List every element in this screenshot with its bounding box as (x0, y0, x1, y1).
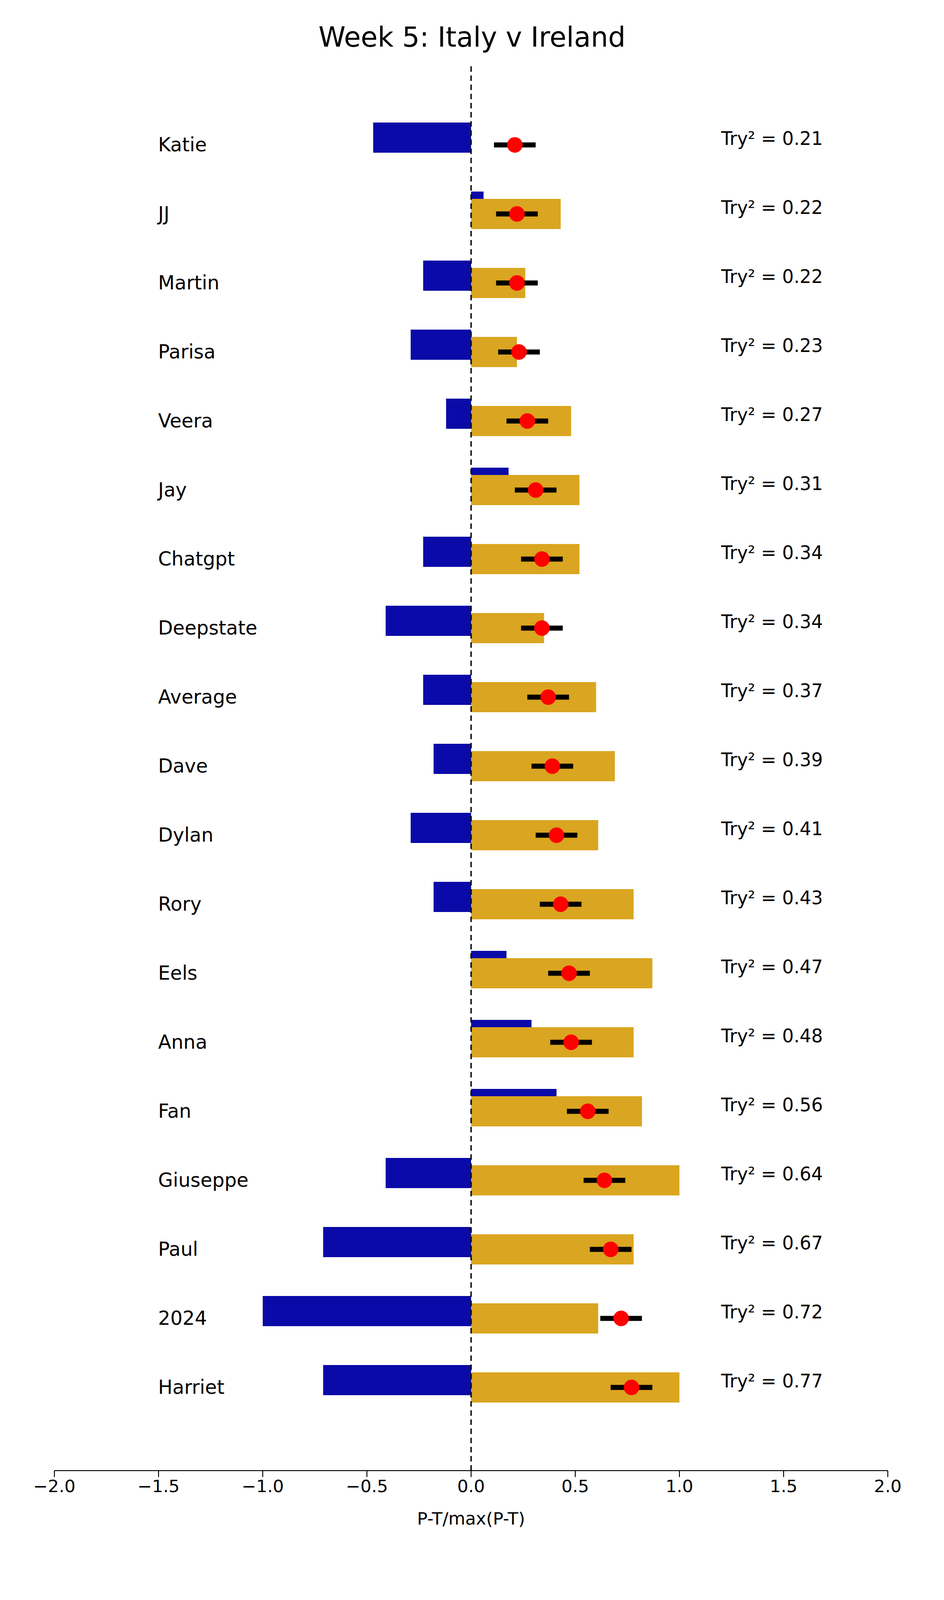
svg-text:Try² = 0.27: Try² = 0.27 (720, 403, 823, 425)
svg-text:Try² = 0.22: Try² = 0.22 (720, 265, 823, 287)
svg-text:JJ: JJ (156, 202, 170, 225)
svg-text:2024: 2024 (158, 1306, 207, 1329)
svg-text:Try² = 0.56: Try² = 0.56 (720, 1093, 823, 1115)
svg-text:Giuseppe: Giuseppe (158, 1168, 249, 1191)
svg-text:Try² = 0.37: Try² = 0.37 (720, 679, 823, 701)
svg-text:Dave: Dave (158, 754, 208, 777)
svg-text:Eels: Eels (158, 961, 198, 984)
svg-text:Try² = 0.72: Try² = 0.72 (720, 1300, 823, 1322)
svg-text:−2.0: −2.0 (33, 1475, 76, 1496)
svg-text:Chatgpt: Chatgpt (158, 547, 235, 570)
svg-text:Dylan: Dylan (158, 823, 214, 846)
svg-text:Average: Average (158, 685, 237, 708)
svg-text:−1.5: −1.5 (137, 1475, 180, 1496)
svg-text:Harriet: Harriet (158, 1375, 225, 1398)
svg-text:Try² = 0.21: Try² = 0.21 (720, 127, 823, 149)
svg-text:Martin: Martin (158, 271, 220, 294)
svg-text:Anna: Anna (158, 1030, 208, 1053)
svg-text:0.0: 0.0 (457, 1475, 485, 1496)
svg-text:−0.5: −0.5 (345, 1475, 388, 1496)
svg-text:1.5: 1.5 (769, 1475, 798, 1496)
svg-text:Katie: Katie (158, 133, 207, 156)
svg-text:2.0: 2.0 (874, 1475, 902, 1496)
svg-text:1.0: 1.0 (665, 1475, 694, 1496)
svg-text:0.5: 0.5 (561, 1475, 589, 1496)
svg-text:Try² = 0.23: Try² = 0.23 (720, 334, 823, 356)
svg-text:Try² = 0.77: Try² = 0.77 (720, 1369, 823, 1391)
svg-text:Deepstate: Deepstate (158, 616, 258, 639)
svg-text:P-T/max(P-T): P-T/max(P-T) (417, 1507, 526, 1528)
svg-text:Veera: Veera (158, 409, 213, 432)
html-text:Week 5: Italy v Ireland: Week 5: Italy v Ireland (318, 21, 626, 54)
svg-text:Try² = 0.39: Try² = 0.39 (720, 748, 823, 770)
svg-text:Rory: Rory (158, 892, 202, 915)
svg-text:Try² = 0.43: Try² = 0.43 (720, 886, 823, 908)
svg-text:Try² = 0.64: Try² = 0.64 (720, 1162, 823, 1184)
svg-text:Parisa: Parisa (158, 340, 216, 363)
svg-text:Try² = 0.34: Try² = 0.34 (720, 541, 823, 563)
svg-text:Try² = 0.31: Try² = 0.31 (720, 472, 823, 494)
svg-text:Try² = 0.22: Try² = 0.22 (720, 196, 823, 218)
svg-text:Jay: Jay (156, 478, 187, 501)
svg-text:Try² = 0.47: Try² = 0.47 (720, 955, 823, 977)
svg-text:Try² = 0.34: Try² = 0.34 (720, 610, 823, 632)
svg-text:Try² = 0.67: Try² = 0.67 (720, 1231, 823, 1253)
svg-text:Paul: Paul (158, 1237, 198, 1260)
svg-text:−1.0: −1.0 (241, 1475, 284, 1496)
svg-text:Try² = 0.48: Try² = 0.48 (720, 1024, 823, 1046)
svg-text:Fan: Fan (158, 1099, 192, 1122)
svg-text:Try² = 0.41: Try² = 0.41 (720, 817, 823, 839)
